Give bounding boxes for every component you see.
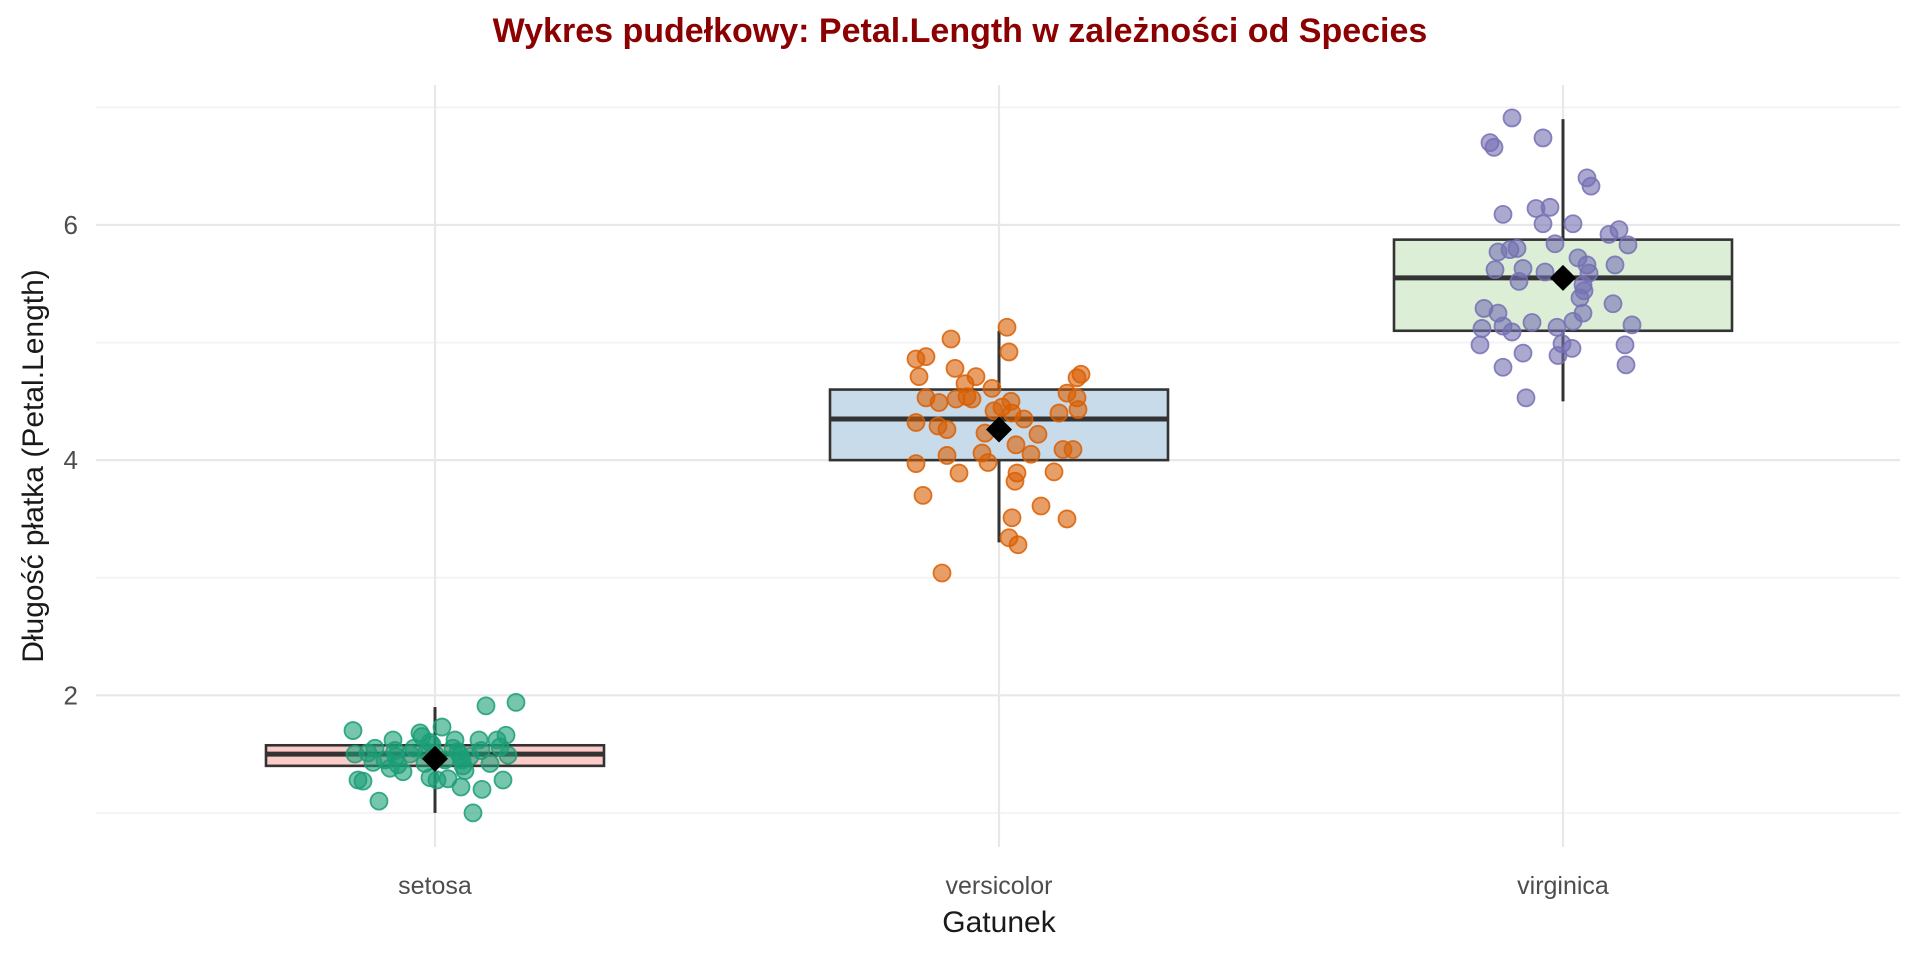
jitter-point-virginica [1485, 260, 1505, 280]
jitter-point-versicolor [949, 463, 969, 483]
jitter-point-versicolor [906, 454, 926, 474]
jitter-point-setosa [365, 738, 385, 758]
jitter-point-versicolor [982, 378, 1002, 398]
mean-diamond-setosa [422, 745, 448, 772]
jitter-point-setosa [451, 777, 471, 797]
jitter-point-virginica [1535, 262, 1555, 282]
jitter-point-versicolor [1067, 368, 1087, 388]
jitter-point-versicolor [1068, 400, 1088, 419]
mean-diamond-versicolor [986, 416, 1012, 443]
jitter-point-setosa [476, 696, 496, 716]
jitter-point-virginica [1540, 197, 1560, 217]
jitter-point-versicolor [1002, 508, 1022, 528]
y-tick-label: 6 [64, 210, 78, 240]
x-tick-label-versicolor: versicolor [946, 872, 1053, 900]
jitter-point-setosa [393, 762, 413, 782]
jitter-point-versicolor [1057, 509, 1077, 529]
jitter-point-versicolor [1006, 435, 1026, 455]
jitter-point-virginica [1509, 271, 1529, 291]
jitter-point-versicolor [1031, 496, 1051, 516]
mean-diamond-virginica [1550, 264, 1576, 291]
jitter-point-versicolor [916, 347, 936, 367]
jitter-point-versicolor [906, 413, 926, 432]
y-axis-title: Długość płatka (Petal.Length) [17, 269, 50, 663]
jitter-point-versicolor [909, 367, 929, 387]
jitter-point-virginica [1522, 313, 1542, 332]
jitter-point-virginica [1493, 204, 1513, 224]
jitter-point-setosa [369, 791, 389, 811]
jitter-point-virginica [1502, 108, 1522, 128]
jitter-point-virginica [1484, 137, 1504, 157]
jitter-point-versicolor [945, 358, 965, 378]
jitter-point-versicolor [978, 453, 998, 472]
chart-title: Wykres pudełkowy: Petal.Length w zależno… [492, 12, 1428, 50]
jitter-point-setosa [432, 717, 452, 737]
jitter-point-setosa [472, 779, 492, 799]
jitter-point-setosa [496, 725, 516, 745]
jitter-point-versicolor [984, 401, 1004, 421]
jitter-point-setosa [471, 741, 491, 760]
jitter-point-virginica [1603, 294, 1623, 314]
jitter-point-versicolor [932, 563, 952, 583]
jitter-point-versicolor [1005, 471, 1025, 491]
jitter-point-versicolor [1044, 462, 1064, 482]
jitter-point-versicolor [1008, 535, 1028, 555]
y-tick-label: 4 [64, 445, 78, 475]
jitter-point-versicolor [929, 393, 949, 412]
jitter-point-virginica [1472, 319, 1492, 338]
jitter-point-virginica [1513, 343, 1533, 363]
y-tick-label: 2 [64, 680, 78, 710]
jitter-point-virginica [1547, 317, 1567, 337]
jitter-point-virginica [1581, 176, 1601, 196]
jitter-point-virginica [1502, 322, 1522, 342]
jitter-point-versicolor [997, 317, 1017, 337]
jitter-point-virginica [1618, 235, 1638, 255]
x-tick-label-setosa: setosa [398, 872, 472, 900]
jitter-point-versicolor [941, 329, 961, 349]
jitter-point-virginica [1622, 315, 1642, 335]
jitter-point-versicolor [999, 342, 1019, 362]
jitter-point-setosa [498, 745, 518, 765]
jitter-point-virginica [1563, 214, 1583, 234]
jitter-point-versicolor [937, 420, 957, 439]
jitter-point-versicolor [1063, 440, 1083, 459]
jitter-point-versicolor [1014, 409, 1034, 429]
x-tick-label-virginica: virginica [1517, 872, 1609, 900]
jitter-point-virginica [1533, 214, 1553, 234]
jitter-point-setosa [506, 692, 526, 712]
jitter-point-virginica [1470, 335, 1490, 355]
jitter-point-virginica [1493, 357, 1513, 377]
jitter-point-setosa [493, 770, 513, 790]
jitter-point-virginica [1570, 288, 1590, 308]
jitter-point-versicolor [937, 446, 957, 465]
jitter-point-versicolor [1028, 424, 1048, 444]
jitter-point-versicolor [1049, 403, 1069, 423]
jitter-point-virginica [1548, 346, 1568, 365]
jitter-point-setosa [343, 721, 363, 740]
jitter-point-virginica [1615, 335, 1635, 355]
jitter-point-virginica [1507, 239, 1527, 258]
jitter-point-virginica [1616, 355, 1636, 375]
jitter-point-versicolor [962, 389, 982, 409]
jitter-point-virginica [1563, 311, 1583, 331]
jitter-point-versicolor [913, 485, 933, 505]
x-axis-title: Gatunek [942, 906, 1056, 939]
jitter-point-versicolor [1021, 444, 1041, 464]
jitter-point-virginica [1609, 220, 1629, 240]
jitter-point-setosa [480, 754, 500, 773]
jitter-point-virginica [1516, 388, 1536, 408]
jitter-point-setosa [353, 771, 373, 791]
jitter-point-setosa [463, 803, 483, 823]
jitter-point-virginica [1545, 234, 1565, 254]
jitter-point-virginica [1605, 255, 1625, 275]
jitter-point-virginica [1533, 128, 1553, 148]
